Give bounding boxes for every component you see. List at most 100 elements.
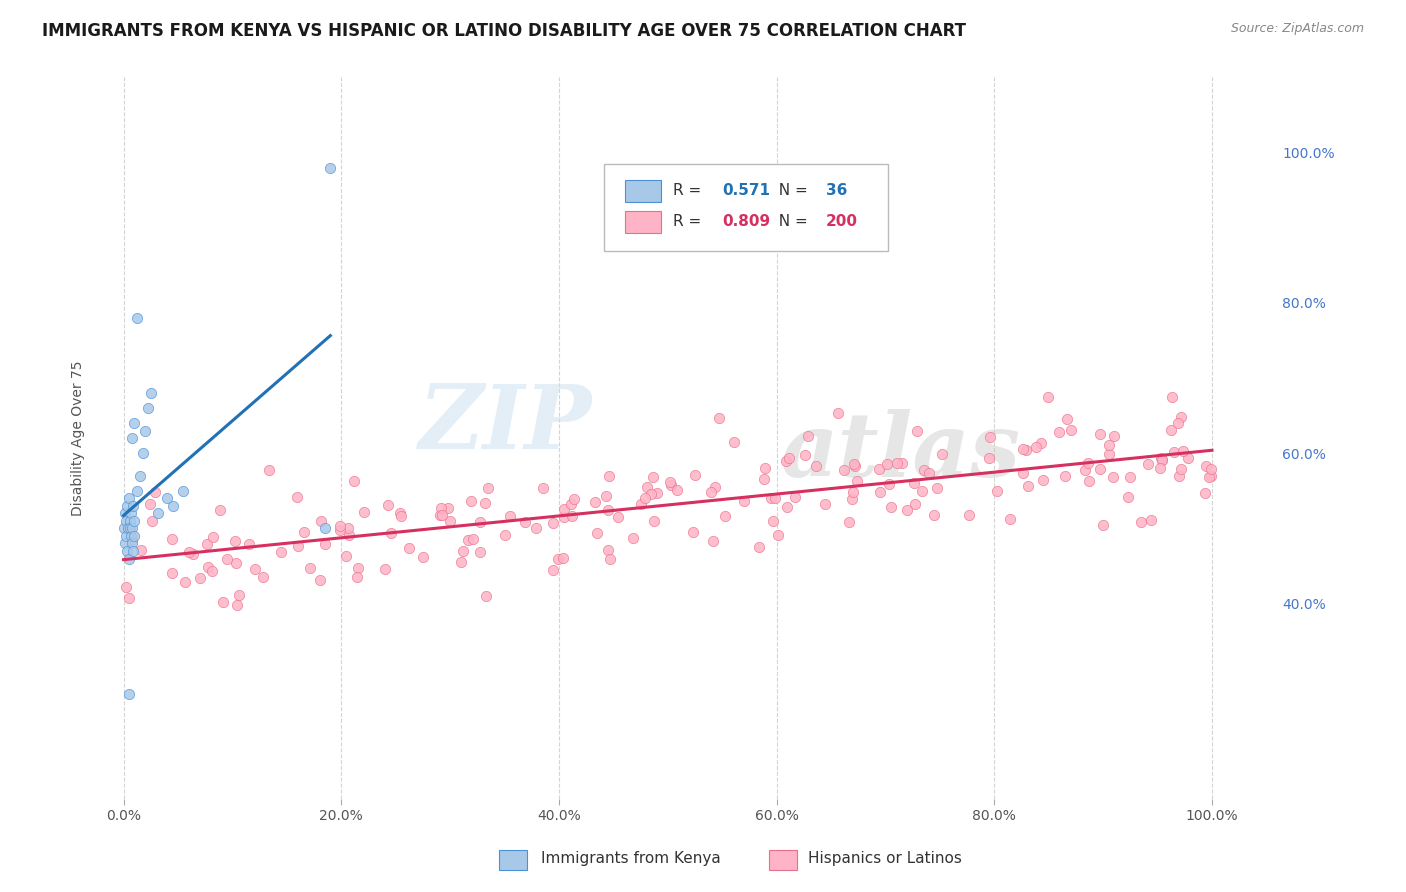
Point — [215, 552, 238, 566]
Point — [891, 456, 914, 470]
Point — [329, 523, 352, 537]
Point — [1160, 423, 1182, 437]
Point — [766, 528, 789, 542]
Point — [541, 563, 564, 577]
Point — [120, 521, 142, 535]
Point — [1074, 463, 1097, 477]
Point — [1167, 416, 1189, 430]
Point — [1097, 447, 1119, 461]
Point — [776, 500, 799, 515]
Point — [1000, 512, 1022, 526]
Point — [759, 491, 782, 505]
Point — [172, 483, 194, 498]
FancyBboxPatch shape — [605, 164, 887, 251]
Point — [641, 470, 664, 484]
Point — [924, 508, 946, 523]
Point — [335, 549, 357, 563]
Point — [114, 514, 136, 528]
Point — [1031, 435, 1053, 450]
Text: N =: N = — [769, 214, 813, 229]
Point — [112, 521, 135, 535]
Point — [1088, 462, 1111, 476]
Point — [1101, 470, 1123, 484]
Point — [143, 484, 166, 499]
Point — [524, 521, 547, 535]
Text: R =: R = — [672, 183, 706, 198]
Point — [353, 505, 375, 519]
Point — [868, 462, 890, 476]
Bar — [626, 211, 661, 233]
Point — [1012, 442, 1035, 457]
Text: 0.571: 0.571 — [723, 183, 770, 198]
Point — [117, 521, 139, 535]
Point — [118, 687, 141, 701]
Bar — [626, 180, 661, 202]
Point — [114, 507, 136, 521]
Point — [122, 499, 145, 513]
Point — [202, 530, 225, 544]
Point — [814, 497, 837, 511]
Point — [1177, 450, 1199, 465]
Point — [124, 416, 146, 430]
Point — [886, 456, 908, 470]
Point — [139, 497, 162, 511]
Point — [547, 551, 569, 566]
Point — [134, 424, 156, 438]
Text: Source: ZipAtlas.com: Source: ZipAtlas.com — [1230, 22, 1364, 36]
Point — [120, 514, 142, 528]
Point — [329, 518, 352, 533]
Point — [1139, 513, 1161, 527]
Point — [733, 494, 755, 508]
Point — [842, 485, 865, 500]
Point — [1116, 490, 1139, 504]
Point — [179, 545, 201, 559]
Point — [125, 483, 148, 498]
Point — [336, 521, 359, 535]
Point — [553, 502, 575, 516]
Point — [599, 551, 621, 566]
Point — [115, 544, 138, 558]
Point — [121, 431, 143, 445]
Point — [1056, 412, 1078, 426]
Point — [1054, 468, 1077, 483]
Point — [412, 550, 434, 565]
Point — [583, 495, 606, 509]
Text: Immigrants from Kenya: Immigrants from Kenya — [541, 851, 721, 865]
Point — [156, 491, 179, 506]
Text: 0.809: 0.809 — [723, 214, 770, 229]
Point — [1149, 460, 1171, 475]
Point — [645, 485, 668, 500]
Point — [380, 526, 402, 541]
Text: 200: 200 — [827, 214, 858, 229]
Point — [794, 448, 817, 462]
Point — [846, 474, 869, 488]
Text: atlas: atlas — [782, 409, 1021, 496]
Point — [896, 502, 918, 516]
Point — [429, 501, 451, 516]
Point — [918, 466, 941, 480]
Point — [120, 529, 142, 543]
Point — [120, 507, 142, 521]
Point — [115, 580, 138, 594]
Point — [665, 483, 688, 497]
Point — [986, 483, 1008, 498]
Point — [876, 458, 898, 472]
Point — [314, 537, 336, 551]
Point — [1078, 475, 1101, 489]
Text: N =: N = — [769, 183, 813, 198]
Point — [124, 514, 146, 528]
Point — [1047, 425, 1070, 439]
Point — [389, 509, 412, 524]
Point — [451, 543, 474, 558]
Point — [309, 574, 332, 588]
Point — [468, 545, 491, 559]
Text: IMMIGRANTS FROM KENYA VS HISPANIC OR LATINO DISABILITY AGE OVER 75 CORRELATION C: IMMIGRANTS FROM KENYA VS HISPANIC OR LAT… — [42, 22, 966, 40]
Point — [912, 462, 935, 476]
Point — [595, 490, 617, 504]
Point — [437, 501, 460, 516]
Point — [783, 490, 806, 504]
Point — [118, 591, 141, 605]
Point — [337, 528, 360, 542]
Point — [377, 498, 399, 512]
Point — [598, 543, 620, 558]
